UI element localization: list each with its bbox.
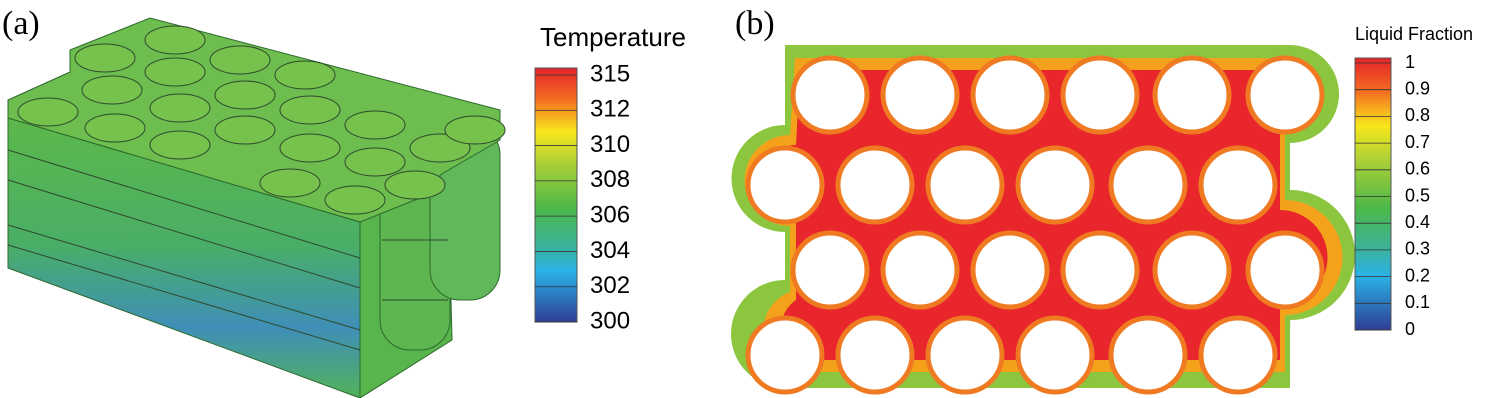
tube-top: [149, 130, 211, 160]
colorbar-tick-label: 315: [590, 60, 630, 87]
tube: [835, 145, 915, 225]
tube: [1152, 55, 1232, 135]
tube: [1198, 145, 1278, 225]
tube-top: [214, 80, 276, 110]
tube-top: [144, 25, 206, 55]
tube: [790, 55, 870, 135]
tube-top: [214, 115, 276, 145]
tube-top: [279, 133, 341, 163]
tube: [970, 55, 1050, 135]
tube-top: [17, 97, 79, 127]
tube: [880, 55, 960, 135]
tube-top: [74, 43, 136, 73]
tube-top: [384, 170, 446, 200]
tube: [745, 315, 825, 395]
tube-top: [279, 95, 341, 125]
colorbar-tick-label: 310: [590, 131, 630, 158]
colorbar-tick-label: 0.6: [1405, 159, 1430, 179]
colorbar-tick-label: 0: [1405, 319, 1415, 339]
tube: [880, 230, 960, 310]
colorbar-tick-label: 0.1: [1405, 292, 1430, 312]
tube: [1108, 145, 1188, 225]
colorbar-tick-label: 0.8: [1405, 105, 1430, 125]
colorbar: [534, 67, 578, 323]
colorbar-tick-label: 300: [590, 307, 630, 334]
colorbar-tick-label: 0.9: [1405, 78, 1430, 98]
tube: [1108, 315, 1188, 395]
tube: [1245, 230, 1325, 310]
tube-top: [259, 168, 321, 198]
tube-top: [84, 113, 146, 143]
colorbar-title: Liquid Fraction: [1355, 24, 1473, 44]
tube: [1060, 55, 1140, 135]
tube: [1015, 145, 1095, 225]
liquid-fraction-map: [731, 45, 1355, 395]
colorbar-tick-label: 0.4: [1405, 212, 1430, 232]
tube-top: [324, 185, 386, 215]
tube-top: [81, 75, 143, 105]
tube-top: [409, 133, 471, 163]
tube-top: [344, 110, 406, 140]
tube: [835, 315, 915, 395]
colorbar-tick-label: 0.3: [1405, 239, 1430, 259]
tube-top: [444, 115, 506, 145]
panel-label: (a): [2, 5, 40, 42]
colorbar-tick-label: 0.2: [1405, 265, 1430, 285]
colorbar: [1354, 57, 1392, 331]
tube: [1060, 230, 1140, 310]
tube: [1198, 315, 1278, 395]
colorbar-tick-label: 0.7: [1405, 132, 1430, 152]
tube-top: [209, 45, 271, 75]
colorbar-tick-label: 1: [1405, 52, 1415, 72]
tube: [745, 145, 825, 225]
colorbar-tick-label: 0.5: [1405, 185, 1430, 205]
colorbar-tick-label: 304: [590, 237, 630, 264]
colorbar-tick-label: 308: [590, 166, 630, 193]
tube: [925, 315, 1005, 395]
tube: [1015, 315, 1095, 395]
tube-top: [144, 57, 206, 87]
tube: [1152, 230, 1232, 310]
panel-label: (b): [735, 5, 775, 42]
tube: [970, 230, 1050, 310]
tube: [1245, 55, 1325, 135]
tube-top: [149, 93, 211, 123]
temperature-model: [7, 17, 506, 398]
tube-top: [274, 60, 336, 90]
colorbar-title: Temperature: [540, 22, 686, 52]
tube-top: [344, 147, 406, 177]
tube: [925, 145, 1005, 225]
tube: [790, 230, 870, 310]
colorbar-tick-label: 312: [590, 96, 630, 123]
colorbar-tick-label: 302: [590, 272, 630, 299]
colorbar-tick-label: 306: [590, 201, 630, 228]
